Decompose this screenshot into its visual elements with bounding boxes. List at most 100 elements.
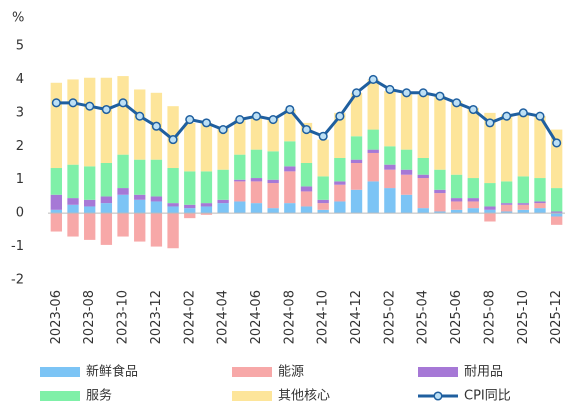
bar-segment xyxy=(117,154,129,189)
legend-label: 能源 xyxy=(278,365,304,380)
bar-segment xyxy=(50,168,63,195)
legend-label: CPI同比 xyxy=(464,389,511,404)
cpi-marker xyxy=(168,135,178,145)
bar-segment xyxy=(134,213,146,242)
bar-segment xyxy=(417,94,429,158)
bar-segment xyxy=(350,189,363,214)
bar-segment xyxy=(200,203,213,207)
x-tick-label: 2025-10 xyxy=(516,290,531,344)
cpi-marker xyxy=(185,114,195,125)
bar-segment xyxy=(184,204,196,209)
bar-segment xyxy=(467,201,479,209)
cpi-marker xyxy=(435,91,445,101)
y-tick-label: 4 xyxy=(16,72,24,87)
bar-segment xyxy=(300,186,313,192)
bar-segment xyxy=(550,211,563,214)
bar-segment xyxy=(467,107,479,179)
bar-segment xyxy=(434,189,446,194)
bar-segment xyxy=(300,163,313,187)
x-tick-label: 2025-08 xyxy=(482,290,497,344)
bar-segment xyxy=(50,82,63,169)
legend-marker xyxy=(433,391,443,401)
bar-segment xyxy=(267,179,279,184)
bar-segment xyxy=(550,213,563,217)
bar-segment xyxy=(117,76,129,155)
bar-segment xyxy=(150,213,163,247)
cpi-marker xyxy=(268,114,278,125)
legend-swatch xyxy=(232,367,272,377)
legend-label: 服务 xyxy=(86,388,112,404)
bar-segment xyxy=(484,209,496,214)
bar-segment xyxy=(117,194,129,214)
bar-segment xyxy=(84,199,96,207)
bar-segment xyxy=(300,191,313,207)
bar-segment xyxy=(284,171,296,204)
x-tick-label: 2023-06 xyxy=(49,290,64,344)
bar-segment xyxy=(200,122,213,172)
cpi-marker xyxy=(118,98,128,108)
y-tick-label: 2 xyxy=(16,139,24,154)
bar-segment xyxy=(184,122,196,172)
cpi-marker xyxy=(51,98,61,108)
cpi-marker xyxy=(85,101,95,111)
bar-segment xyxy=(384,169,396,189)
bar-segment xyxy=(67,164,79,199)
bar-segment xyxy=(367,181,379,214)
bar-segment xyxy=(267,117,279,152)
cpi-marker xyxy=(385,84,395,95)
bar-segment xyxy=(167,168,179,204)
bar-segment xyxy=(434,169,446,190)
x-tick-label: 2024-10 xyxy=(316,290,331,344)
bar-segment xyxy=(400,149,413,170)
cpi-marker xyxy=(301,125,312,135)
cpi-marker xyxy=(502,111,512,121)
y-axis-label: % xyxy=(12,11,24,26)
bar-segment xyxy=(117,188,129,195)
bar-segment xyxy=(350,163,363,190)
bar-segment xyxy=(300,206,313,214)
bar-segment xyxy=(267,183,279,209)
cpi-marker xyxy=(235,114,245,125)
bar-segment xyxy=(117,213,129,237)
bar-segment xyxy=(217,203,229,214)
bar-segment xyxy=(517,176,529,204)
bar-segment xyxy=(317,176,329,200)
legend-swatch xyxy=(40,367,80,377)
bar-segment xyxy=(450,201,463,210)
bar-segment xyxy=(434,211,446,214)
cpi-marker xyxy=(518,108,528,118)
bar-segment xyxy=(450,209,463,214)
cpi-marker xyxy=(485,118,495,128)
bar-segment xyxy=(550,129,563,189)
cpi-marker xyxy=(101,104,111,115)
y-tick-label: 5 xyxy=(16,39,24,54)
legend-label: 耐用品 xyxy=(464,365,503,380)
bar-segment xyxy=(50,194,63,210)
bar-segment xyxy=(334,157,346,182)
bar-segment xyxy=(550,216,563,225)
cpi-marker xyxy=(452,98,462,108)
bar-segment xyxy=(534,203,546,209)
bar-segment xyxy=(400,169,413,175)
bar-segment xyxy=(367,149,379,153)
cpi-marker xyxy=(368,74,378,84)
bar-segment xyxy=(234,119,246,155)
bar-segment xyxy=(467,178,479,199)
bar-segment xyxy=(50,209,63,214)
cpi-marker xyxy=(201,118,211,128)
bar-segment xyxy=(467,208,479,214)
bar-segment xyxy=(67,204,79,214)
bar-segment xyxy=(100,196,113,204)
bar-segment xyxy=(350,136,363,160)
bar-segment xyxy=(367,152,379,182)
bar-segment xyxy=(150,201,163,214)
bar-segment xyxy=(334,184,346,202)
y-tick-label: 3 xyxy=(16,105,24,120)
bar-segment xyxy=(317,139,329,177)
y-tick-label: 0 xyxy=(16,206,24,221)
bar-segment xyxy=(350,159,363,163)
bar-segment xyxy=(500,211,513,214)
bar-segment xyxy=(517,204,529,210)
y-tick-label: -2 xyxy=(11,273,24,288)
